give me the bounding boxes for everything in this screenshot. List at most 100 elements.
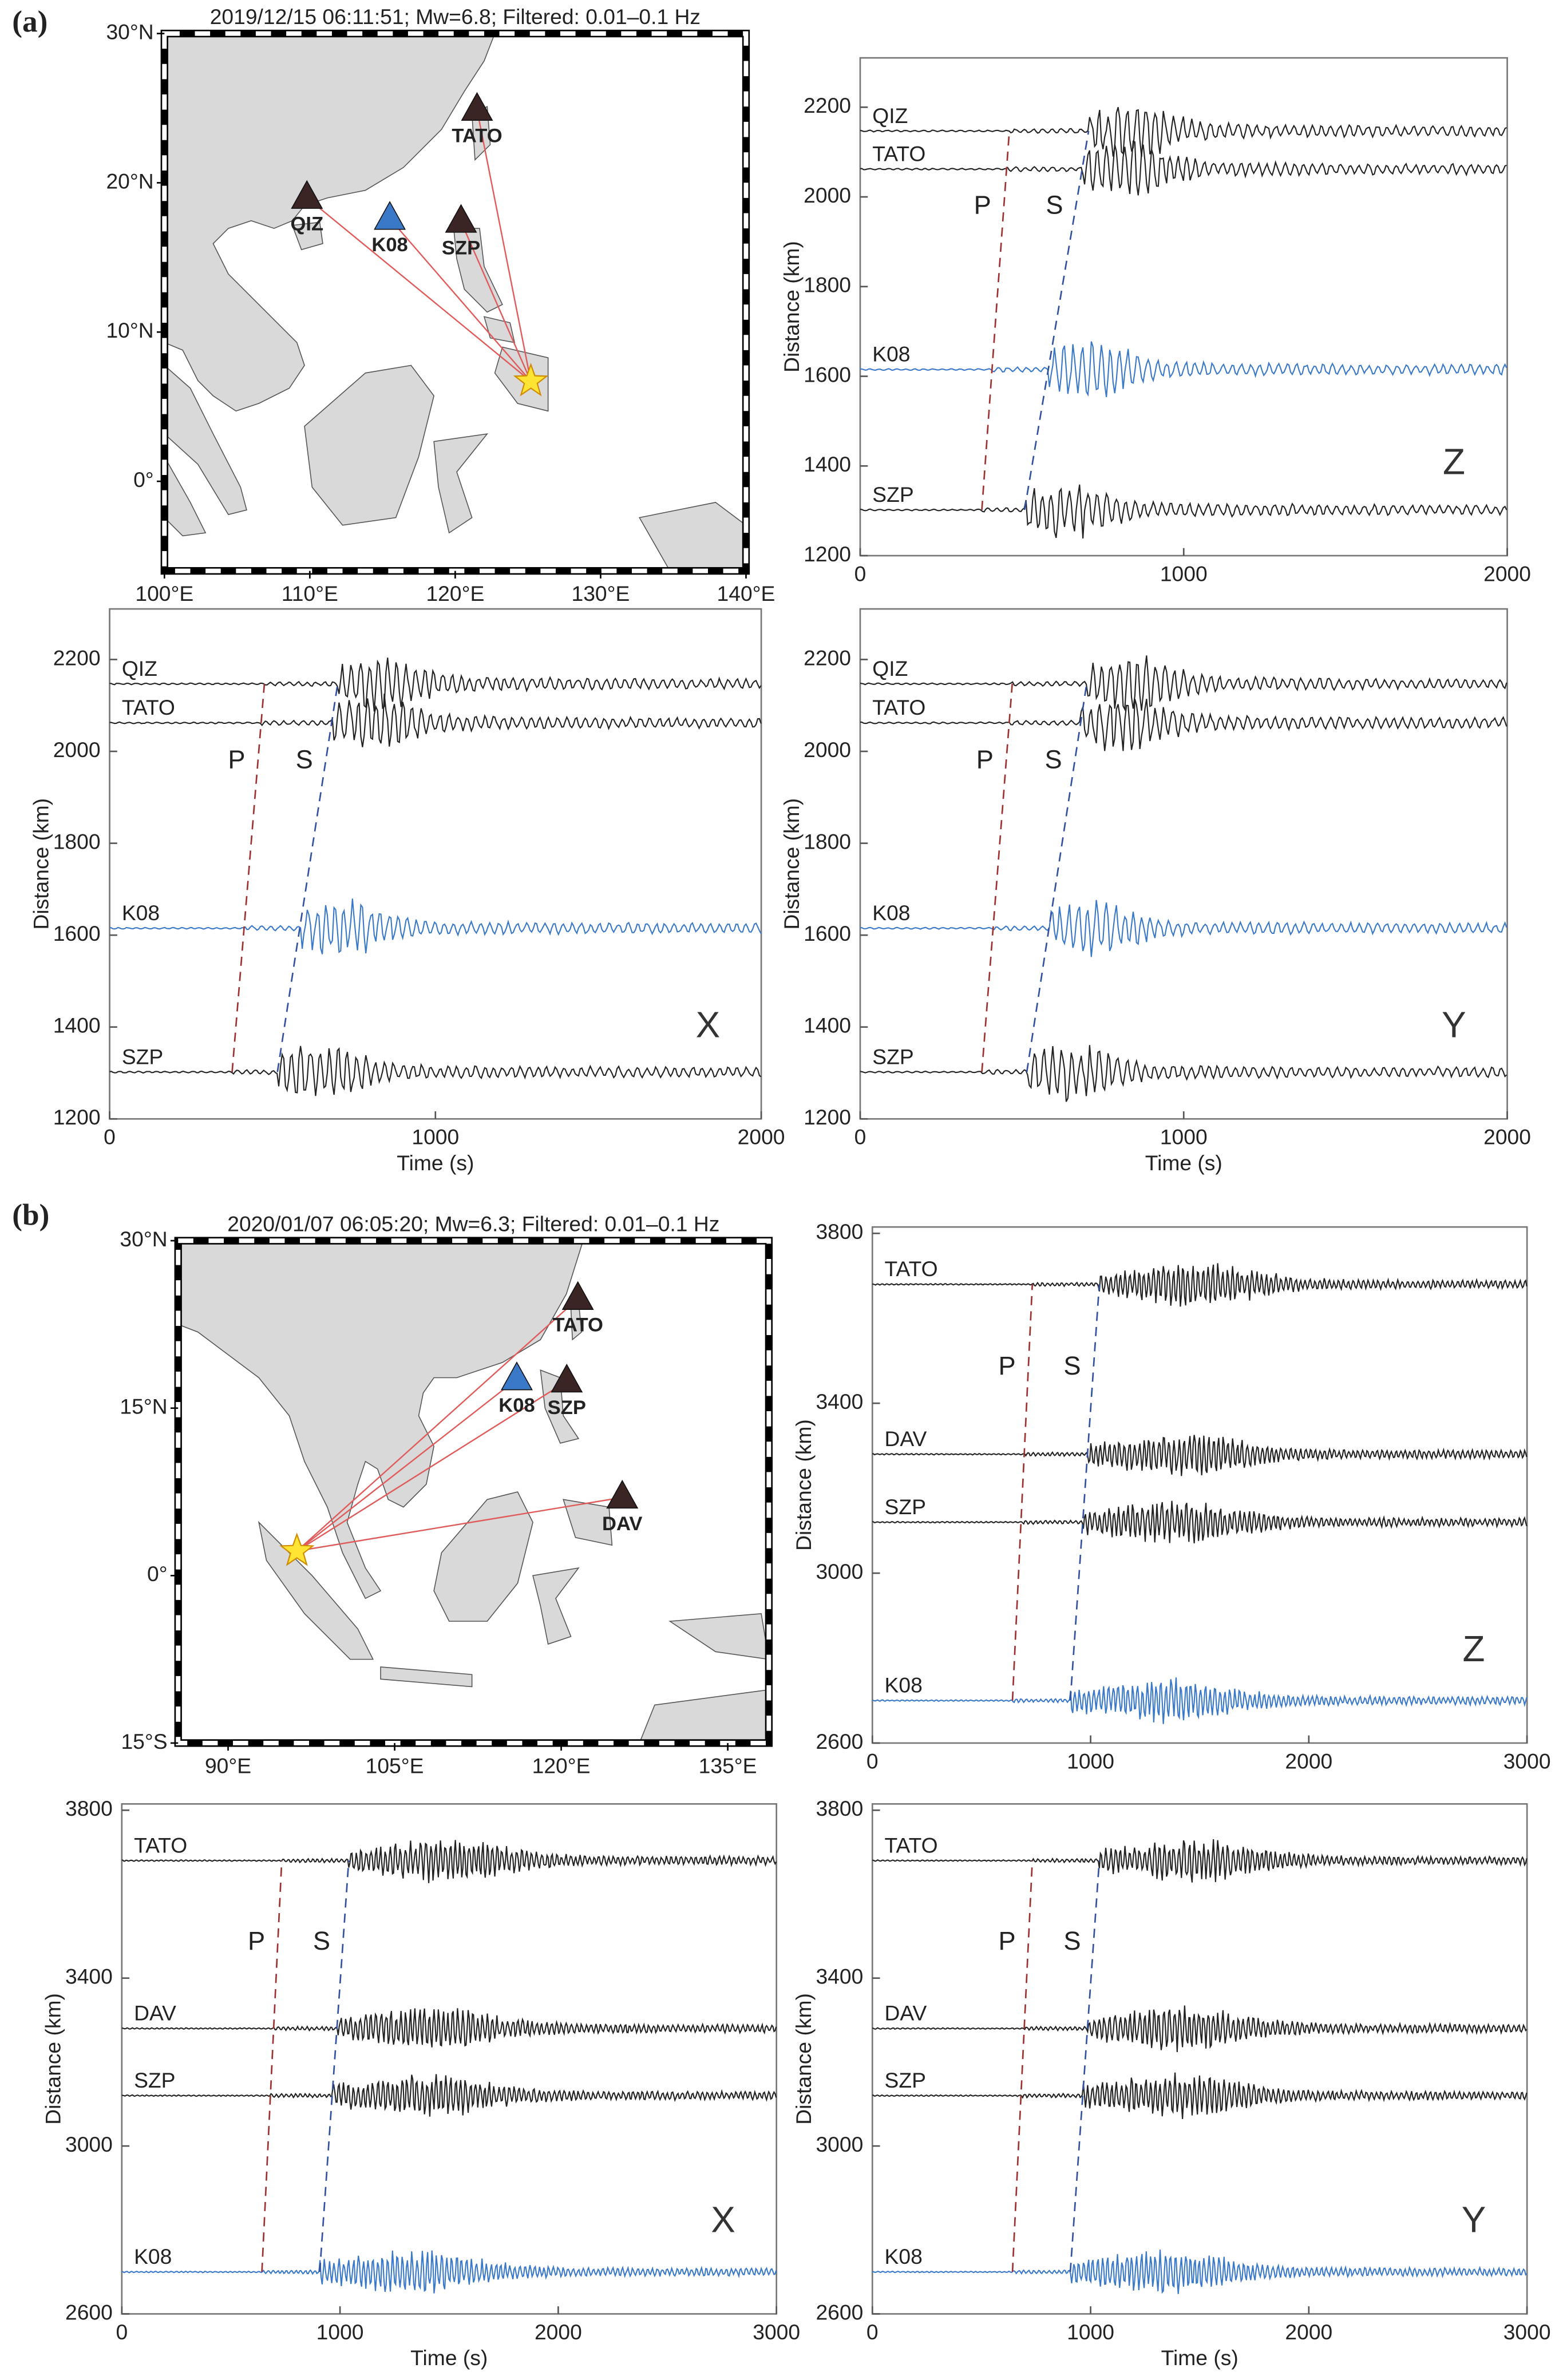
trace-label: TATO [122, 695, 175, 719]
y-tick-label: 10°N [106, 318, 153, 342]
phase-line [319, 1860, 350, 2272]
y-tick-label: 1200 [804, 1105, 851, 1129]
x-tick-label: 1000 [1160, 561, 1208, 585]
ray-path [389, 218, 532, 382]
phase-label: P [998, 1926, 1015, 1955]
station [461, 92, 493, 121]
station [501, 1361, 533, 1391]
waveform [860, 107, 1507, 157]
plot-frame [871, 1803, 1528, 2315]
y-tick-label: 1200 [53, 1105, 101, 1129]
waveform [109, 1046, 762, 1096]
y-tick-label: 2600 [65, 2300, 113, 2324]
x-tick-label: 2000 [1483, 561, 1531, 585]
trace-label: TATO [134, 1833, 187, 1857]
waveform [121, 2074, 777, 2117]
ray-path [296, 1380, 567, 1552]
phase-line [1069, 1860, 1101, 2272]
x-axis-label: Time (s) [410, 2346, 488, 2370]
station [561, 1281, 594, 1310]
y-tick-label: 2000 [804, 738, 851, 762]
trace-label: K08 [885, 2244, 923, 2268]
y-tick-label: 3400 [65, 1965, 113, 1989]
y-tick-label: 1800 [804, 273, 851, 297]
y-tick-label: 3800 [816, 1796, 863, 1820]
phase-label: S [1063, 1926, 1081, 1955]
x-tick-label: 120°E [532, 1753, 591, 1777]
phase-label: S [313, 1926, 330, 1955]
trace-label: SZP [134, 2068, 175, 2092]
phase-label: S [1044, 745, 1062, 774]
y-axis-label: Distance (km) [41, 1993, 65, 2125]
y-tick-label: 2200 [804, 93, 851, 117]
trace-label: DAV [885, 1427, 927, 1451]
land-b [177, 1240, 770, 1744]
x-tick-label: 140°E [717, 581, 775, 605]
phase-line [1011, 1284, 1034, 1701]
ray-path [306, 197, 532, 382]
waveform [872, 2072, 1528, 2120]
y-tick-label: 1600 [804, 362, 851, 386]
y-tick-label: 3800 [65, 1796, 113, 1820]
station [445, 204, 477, 233]
y-tick-label: 30°N [106, 19, 153, 43]
trace-label: SZP [885, 2068, 926, 2092]
sulawesi [433, 433, 489, 534]
trace-label: SZP [872, 482, 913, 506]
trace-label: TATO [885, 1257, 938, 1281]
phase-line [1026, 683, 1088, 1072]
phase-line [1011, 1860, 1034, 2272]
phase-line [261, 1860, 283, 2272]
x-axis-label: Time (s) [1161, 2346, 1239, 2370]
x-tick-label: 2000 [1483, 1125, 1531, 1149]
phase-line [1069, 1284, 1101, 1701]
x-tick-label: 1000 [1067, 1749, 1114, 1773]
y-tick-label: 30°N [120, 1227, 167, 1251]
ray-path [460, 221, 532, 382]
phase-label: P [248, 1926, 265, 1955]
luzon [453, 228, 503, 313]
trace-label: DAV [885, 2001, 927, 2025]
map-title: 2019/12/15 06:11:51; Mw=6.8; Filtered: 0… [210, 5, 701, 29]
x-tick-label: 135°E [699, 1753, 757, 1777]
waveform [860, 900, 1507, 957]
waveform [109, 898, 762, 955]
station-label: SZP [442, 237, 480, 259]
y-tick-label: 15°N [120, 1395, 167, 1419]
trace-label: K08 [122, 901, 160, 925]
x-tick-label: 90°E [205, 1753, 251, 1777]
y-tick-label: 1600 [804, 921, 851, 945]
station-label: DAV [602, 1513, 642, 1535]
x-tick-label: 0 [854, 561, 866, 585]
x-tick-label: 2000 [738, 1125, 785, 1149]
waveform [872, 1263, 1528, 1307]
y-tick-label: 1800 [804, 829, 851, 853]
map-frame [174, 1237, 773, 1747]
y-tick-label: 3000 [816, 2132, 863, 2156]
y-tick-label: 1200 [804, 542, 851, 566]
trace-label: K08 [134, 2244, 172, 2268]
waveform [121, 1840, 777, 1883]
x-tick-label: 0 [116, 2320, 128, 2344]
x-tick-label: 1000 [1067, 2320, 1114, 2344]
y-tick-label: 2200 [804, 646, 851, 670]
x-tick-label: 1000 [316, 2320, 364, 2344]
x-tick-label: 105°E [366, 1753, 424, 1777]
trace-label: K08 [872, 901, 910, 925]
ray-path [296, 1298, 579, 1552]
trace-label: QIZ [872, 656, 908, 680]
phase-label: S [1046, 190, 1063, 219]
waveform [872, 1435, 1528, 1476]
y-axis-label: Distance (km) [779, 798, 804, 930]
y-tick-label: 15°S [121, 1729, 167, 1753]
x-tick-label: 100°E [135, 581, 193, 605]
x-tick-label: 2000 [1285, 2320, 1332, 2344]
waveform [872, 1677, 1528, 1724]
epicenter [513, 363, 549, 397]
y-tick-label: 1400 [53, 1013, 101, 1037]
y-tick-label: 1400 [804, 452, 851, 476]
plot-frame [121, 1803, 778, 2315]
trace-label: QIZ [122, 656, 157, 680]
